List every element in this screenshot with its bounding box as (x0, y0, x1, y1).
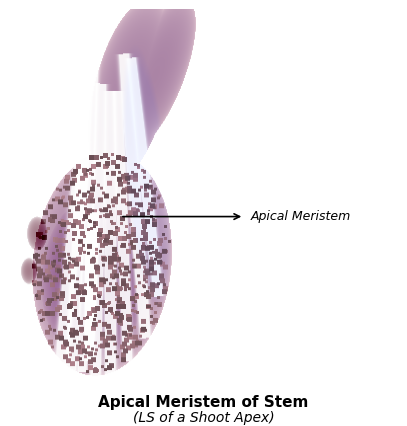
Text: (LS of a Shoot Apex): (LS of a Shoot Apex) (133, 412, 274, 425)
Text: Apical Meristem of Stem: Apical Meristem of Stem (98, 395, 309, 410)
Text: Apical Meristem: Apical Meristem (250, 210, 350, 223)
